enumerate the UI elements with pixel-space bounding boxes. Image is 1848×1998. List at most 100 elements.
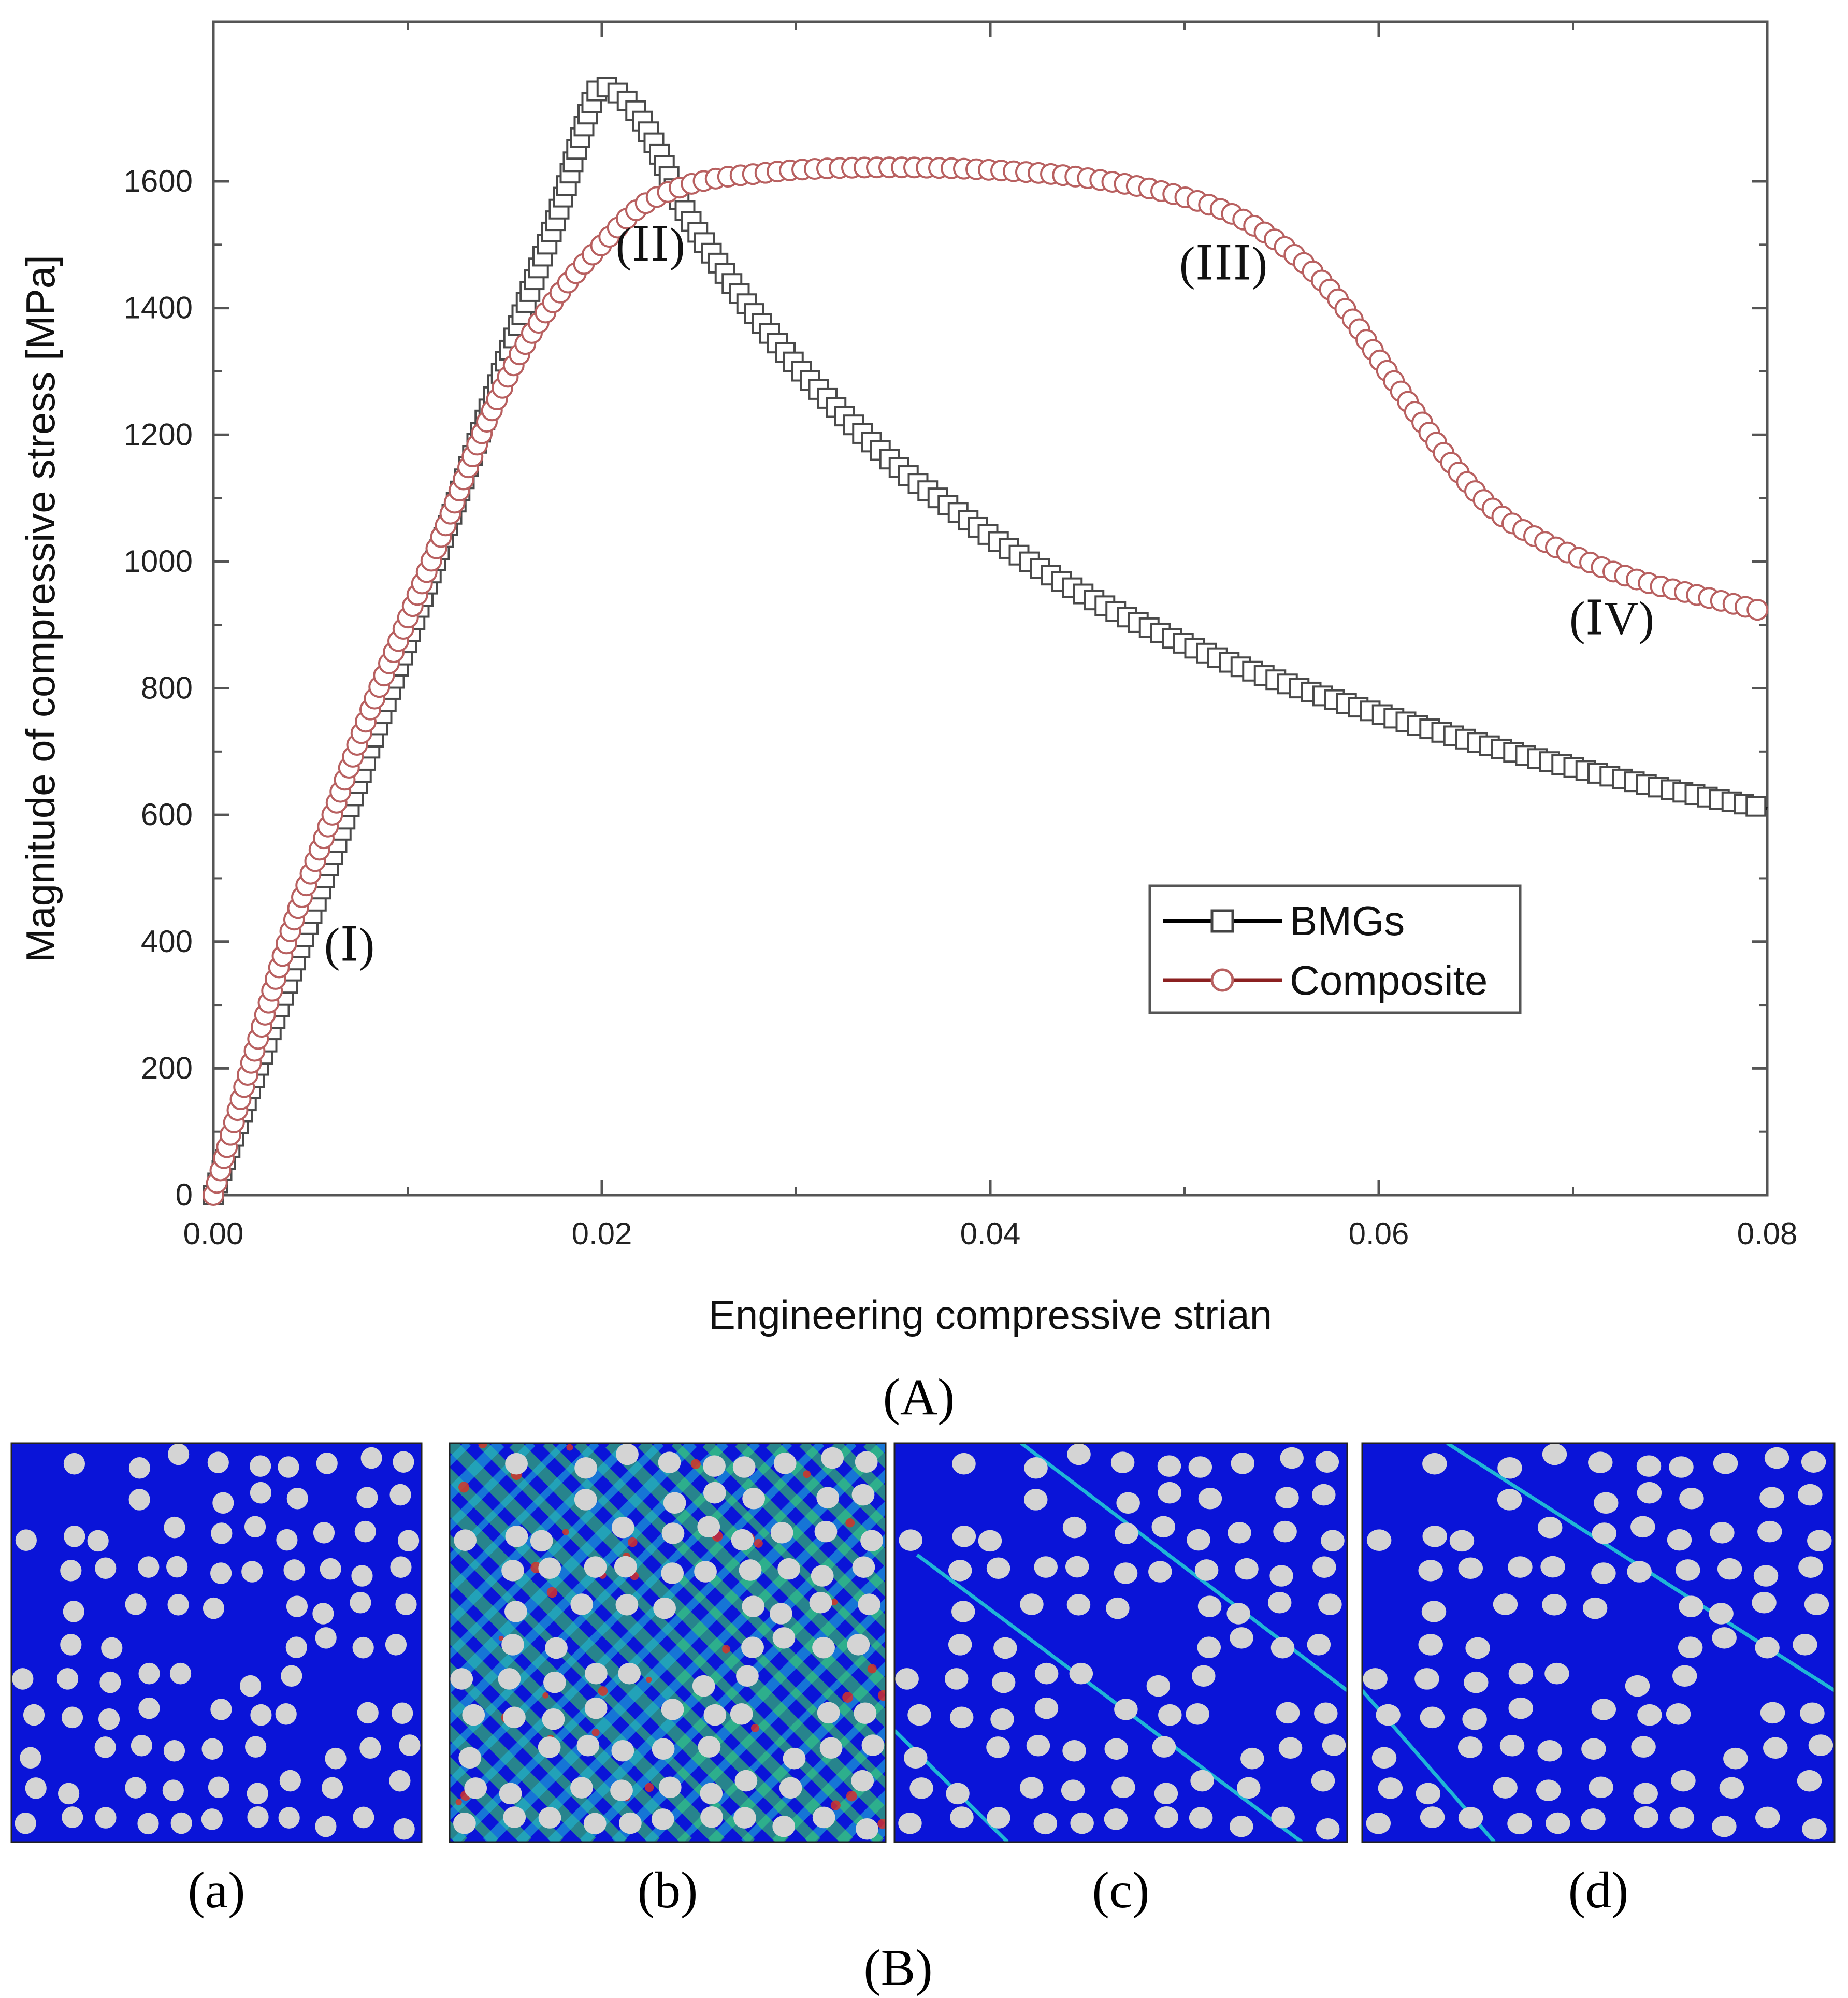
y-tick-label: 0	[176, 1177, 193, 1212]
particle	[614, 1556, 637, 1578]
particle	[1678, 1636, 1703, 1658]
particle	[1115, 1522, 1138, 1544]
particle	[1493, 1593, 1518, 1615]
particle	[1192, 1665, 1216, 1687]
particle	[1542, 1443, 1567, 1465]
stress-hot-spot	[722, 1645, 731, 1654]
particle	[1231, 1453, 1255, 1474]
particle	[1110, 1451, 1135, 1473]
particle	[1676, 1559, 1700, 1581]
shear-band	[452, 1443, 857, 1842]
particle	[821, 1447, 844, 1469]
particle	[278, 1456, 299, 1478]
particle	[1807, 1530, 1832, 1551]
contour-content	[450, 1443, 886, 1842]
stress-hot-spot	[598, 1686, 608, 1696]
particle	[1507, 1813, 1532, 1835]
particle	[1669, 1807, 1695, 1829]
particle	[63, 1601, 84, 1622]
particle	[501, 1559, 524, 1582]
particle	[131, 1734, 153, 1757]
particle	[1499, 1734, 1525, 1757]
stress-hot-spot	[803, 1470, 811, 1478]
particle	[1321, 1530, 1345, 1551]
particle	[574, 1489, 597, 1511]
particle	[948, 1559, 972, 1582]
stage-annotation: (Ⅰ)	[324, 918, 375, 971]
particle	[138, 1697, 160, 1719]
particle	[1314, 1702, 1338, 1724]
particle	[1378, 1777, 1403, 1799]
particle	[389, 1770, 411, 1792]
y-tick-label: 1000	[124, 544, 193, 579]
particle	[250, 1482, 272, 1504]
particle	[742, 1595, 765, 1617]
particle	[1187, 1529, 1210, 1551]
stage-annotation: (ⅠⅠ)	[616, 218, 685, 271]
particle	[616, 1443, 639, 1465]
particle	[286, 1595, 308, 1617]
particle	[1801, 1451, 1826, 1473]
particle	[1723, 1747, 1748, 1770]
contour-content	[12, 1443, 421, 1840]
particle	[125, 1777, 147, 1799]
particle	[1024, 1489, 1048, 1511]
stress-hot-spot	[455, 1799, 462, 1806]
particle	[574, 1457, 597, 1479]
particle	[993, 1637, 1017, 1659]
particle	[207, 1451, 229, 1473]
particle	[201, 1808, 223, 1830]
shear-band	[735, 1443, 886, 1598]
stress-hot-spot	[458, 1482, 470, 1493]
particle	[392, 1702, 413, 1724]
particle	[1318, 1593, 1342, 1615]
legend-label-composite: Composite	[1290, 957, 1488, 1003]
particle	[393, 1818, 415, 1840]
shear-band	[450, 1443, 792, 1789]
particle	[250, 1455, 271, 1477]
particle	[247, 1806, 269, 1828]
particle	[281, 1665, 302, 1687]
stress-hot-spot	[877, 1819, 886, 1829]
particle	[60, 1559, 82, 1582]
particle	[1276, 1702, 1300, 1724]
particle	[241, 1561, 263, 1583]
particle	[692, 1675, 715, 1697]
particle	[538, 1807, 561, 1829]
contour-label: (d)	[1568, 1861, 1629, 1919]
particle	[1755, 1806, 1780, 1829]
particle	[658, 1776, 682, 1799]
particle	[1804, 1593, 1829, 1615]
particle	[773, 1453, 797, 1474]
particle	[952, 1526, 976, 1547]
particle	[860, 1530, 883, 1551]
particle	[1151, 1516, 1175, 1538]
particle	[1449, 1530, 1475, 1552]
particle	[1497, 1489, 1522, 1511]
particle	[1067, 1443, 1091, 1465]
particle	[847, 1634, 870, 1656]
particle	[1230, 1627, 1253, 1649]
particle	[321, 1777, 343, 1799]
particle	[393, 1451, 414, 1473]
particle	[1798, 1484, 1823, 1506]
particle	[283, 1559, 305, 1581]
particle	[1497, 1457, 1522, 1479]
contour-border	[10, 1442, 423, 1843]
particle	[1637, 1704, 1662, 1726]
particle	[1637, 1482, 1662, 1504]
particle	[312, 1603, 334, 1625]
particle	[898, 1812, 922, 1834]
particle	[1189, 1807, 1213, 1829]
stress-hot-spot	[831, 1599, 838, 1606]
particle	[1240, 1747, 1264, 1770]
y-tick-label: 200	[141, 1051, 193, 1085]
particle	[279, 1770, 301, 1792]
particle	[1717, 1558, 1742, 1580]
particle	[1808, 1734, 1833, 1756]
particle	[658, 1451, 681, 1473]
stress-hot-spot	[846, 1790, 857, 1802]
legend-label-bmgs: BMGs	[1290, 898, 1405, 944]
particle	[1540, 1556, 1565, 1578]
particle	[653, 1597, 676, 1619]
